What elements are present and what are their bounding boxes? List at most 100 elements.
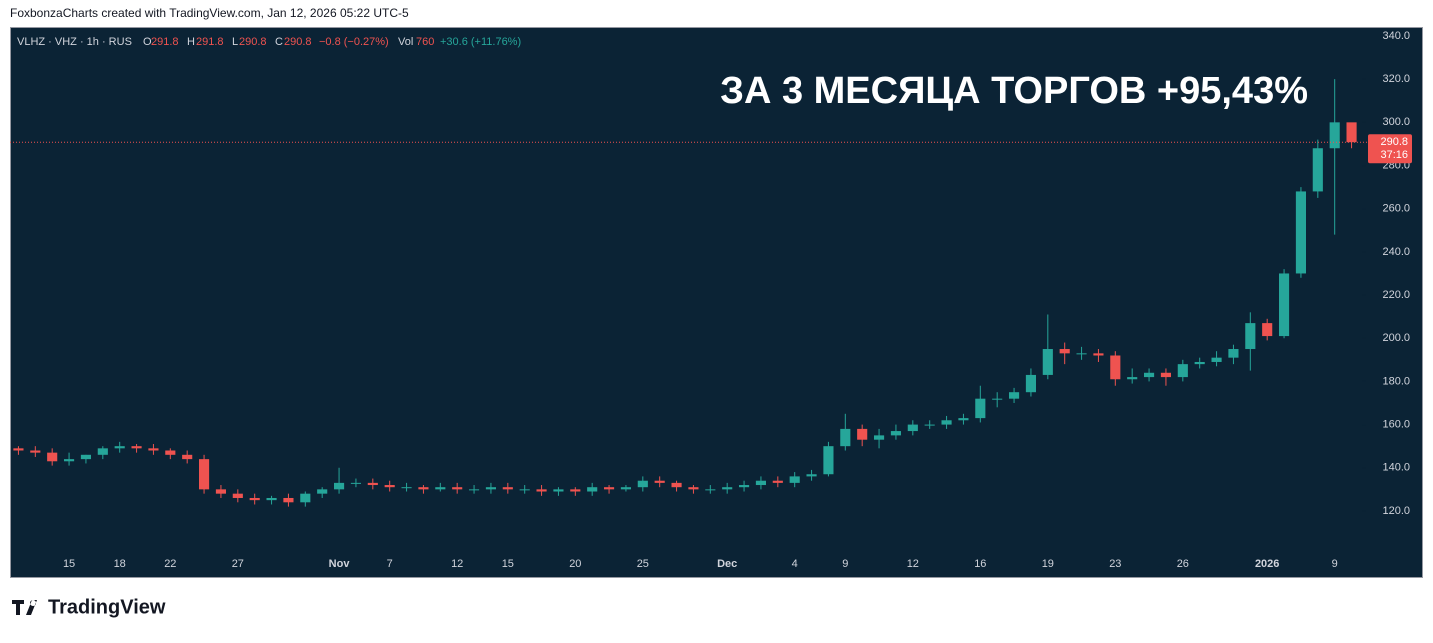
candle-body <box>469 489 480 491</box>
candle-body <box>1228 349 1239 358</box>
candle-body <box>1042 349 1053 375</box>
legend-label: O <box>143 36 152 48</box>
y-tick-label: 300.0 <box>1382 116 1410 128</box>
candle-body <box>485 487 496 490</box>
logo-text: TradingView <box>48 596 166 618</box>
x-tick-label: 7 <box>387 558 393 570</box>
price-badge <box>1368 134 1412 164</box>
annotation: ЗА 3 МЕСЯЦА ТОРГОВ +95,43% <box>720 70 1308 112</box>
y-tick-label: 180.0 <box>1382 375 1410 387</box>
candle-body <box>232 493 243 498</box>
countdown: 37:16 <box>1380 149 1408 161</box>
candle-body <box>907 424 918 432</box>
legend-change: +30.6 (+11.76%) <box>440 36 521 48</box>
x-tick-label: 2026 <box>1255 558 1279 570</box>
candle-body <box>13 448 24 451</box>
x-tick-label: 9 <box>1332 558 1338 570</box>
candle-body <box>418 487 429 490</box>
legend-value: 291.8 <box>196 36 224 48</box>
candle-body <box>502 487 513 490</box>
x-tick-label: Nov <box>329 558 351 570</box>
candle-body <box>148 448 159 451</box>
x-tick-label: 25 <box>637 558 649 570</box>
x-tick-label: 12 <box>907 558 919 570</box>
legend-label: C <box>275 36 283 48</box>
candle-body <box>570 489 581 492</box>
candle-body <box>1295 191 1306 274</box>
candle-body <box>452 487 463 490</box>
candle-body <box>317 489 328 494</box>
candle-body <box>131 446 142 449</box>
legend-value: 760 <box>416 36 434 48</box>
candle-body <box>367 482 378 486</box>
candle-body <box>705 489 716 491</box>
candle-body <box>249 497 260 501</box>
x-tick-label: 18 <box>114 558 126 570</box>
y-tick-label: 140.0 <box>1382 462 1410 474</box>
candle-body <box>519 489 530 491</box>
candle-body <box>604 487 615 490</box>
symbol: VLHZ · VHZ · 1h · RUS <box>17 36 132 48</box>
candle-body <box>1312 148 1323 192</box>
candle-body <box>1025 374 1036 393</box>
candle-body <box>1110 355 1121 380</box>
candle-body <box>47 452 58 462</box>
y-tick-label: 200.0 <box>1382 332 1410 344</box>
candle-body <box>165 450 176 455</box>
candle-body <box>553 489 564 492</box>
candle-body <box>536 489 547 492</box>
candle-body <box>992 398 1003 400</box>
candle-body <box>637 480 648 488</box>
candle-body <box>1329 122 1340 149</box>
x-tick-label: 9 <box>842 558 848 570</box>
candle-body <box>97 448 108 455</box>
x-tick-label: 20 <box>569 558 581 570</box>
candle-body <box>941 420 952 425</box>
candle-body <box>182 454 193 460</box>
logo-icon <box>12 600 37 615</box>
candle-body <box>840 428 851 447</box>
x-tick-label: 16 <box>974 558 986 570</box>
x-tick-label: 12 <box>451 558 463 570</box>
candle-body <box>924 424 935 426</box>
candle-body <box>30 450 41 453</box>
candle-body <box>114 446 125 449</box>
candle-body <box>283 497 294 503</box>
x-tick-label: 4 <box>792 558 798 570</box>
candle-body <box>1245 323 1256 350</box>
plot <box>13 79 1357 507</box>
candle-body <box>890 431 901 436</box>
candle-body <box>1211 357 1222 362</box>
x-tick-label: 22 <box>164 558 176 570</box>
x-tick-label: 26 <box>1177 558 1189 570</box>
header: FoxbonzaCharts created with TradingView.… <box>10 6 409 20</box>
candle-body <box>806 474 817 477</box>
candle-body <box>789 476 800 483</box>
candle-body <box>1059 349 1070 354</box>
legend-value: 290.8 <box>239 36 267 48</box>
x-tick-label: 27 <box>232 558 244 570</box>
x-tick-label: Dec <box>717 558 737 570</box>
candle-body <box>1144 372 1155 378</box>
candle-body <box>334 482 345 490</box>
legend-value: 291.8 <box>151 36 179 48</box>
legend-label: H <box>187 36 195 48</box>
candle-body <box>823 446 834 475</box>
candle-body <box>199 459 210 490</box>
y-tick-label: 220.0 <box>1382 289 1410 301</box>
legend-change: −0.8 (−0.27%) <box>319 36 389 48</box>
candle-body <box>1160 372 1171 378</box>
logo: TradingView <box>12 596 166 618</box>
candle-body <box>384 485 395 488</box>
candle-body <box>654 480 665 483</box>
x-tick-label: 23 <box>1109 558 1121 570</box>
candle-body <box>620 487 631 490</box>
candle-body <box>1279 273 1290 337</box>
x-tick-label: 19 <box>1042 558 1054 570</box>
price-label: 290.8 <box>1380 136 1408 148</box>
candle-body <box>874 435 885 440</box>
candle-body <box>587 487 598 492</box>
y-tick-label: 340.0 <box>1382 30 1410 42</box>
candle-body <box>975 398 986 419</box>
